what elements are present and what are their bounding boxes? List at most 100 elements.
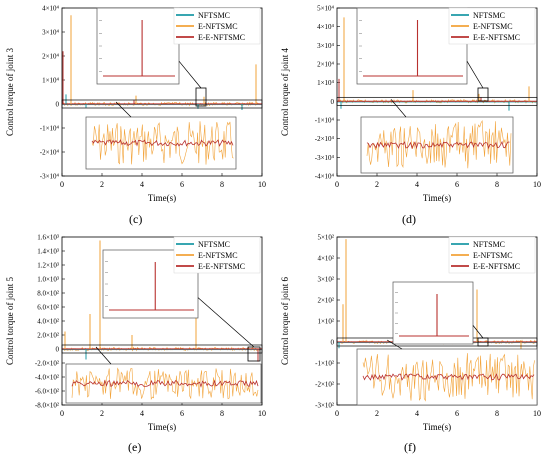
inset-top <box>392 281 474 345</box>
legend: NFTSMC E-NFTSMC E-E-NFTSMC <box>448 236 536 274</box>
y-tick-label: 3×10⁴ <box>317 42 334 50</box>
x-tick-label: 8 <box>495 409 499 418</box>
y-tick-label: 4×10⁴ <box>42 5 59 13</box>
chart-e: 1.6×10³ 1.4×10³ 1.2×10³ 1.0×10³ 8.0×10² 6.0×1… <box>5 234 266 433</box>
inset-top-arrow <box>197 297 255 348</box>
y-tick-label: -3×10⁴ <box>40 173 60 181</box>
y-tick-label: -8.0×10² <box>35 402 59 410</box>
x-tick-label: 0 <box>60 180 64 189</box>
legend-label: NFTSMC <box>473 240 505 249</box>
y-tick-label: -4×10⁴ <box>315 173 335 181</box>
x-tick-label: 6 <box>455 180 459 189</box>
x-tick-label: 8 <box>495 180 499 189</box>
legend-label: NFTSMC <box>198 240 230 249</box>
y-tick-label: 1.4×10³ <box>37 248 59 256</box>
panel-c: 4×10⁴ 3×10⁴ 2×10⁴ 1×10⁴ 0 -1×10⁴ -2×10⁴ -3×10⁴ 0… <box>0 0 275 229</box>
y-tick-label: -2×10⁴ <box>315 135 335 143</box>
x-tick-label: 0 <box>335 409 339 418</box>
y-tick-label: -1×10² <box>315 360 334 368</box>
inset-bottom-arrow <box>95 346 112 365</box>
inset-top-arrow <box>466 61 484 89</box>
inset-top <box>96 7 180 85</box>
caption-d: (d) <box>402 212 416 226</box>
chart-c: 4×10⁴3×10⁴2×10⁴1×10⁴0-1×10⁴-2×10⁴-3×10⁴0… <box>5 5 266 204</box>
inset-bottom-e-nftsmc <box>362 353 535 402</box>
inset-top <box>356 7 468 85</box>
legend-label: E-NFTSMC <box>473 251 513 260</box>
y-tick-label: 5×10² <box>317 234 334 242</box>
x-tick-label: 2 <box>100 180 104 189</box>
inset-bottom-e-e-nftsmc <box>91 139 234 147</box>
x-tick-label: 6 <box>455 409 459 418</box>
panel-d: 5×10⁴ 4×10⁴ 3×10⁴ 2×10⁴ 1×10⁴ 0 -1×10⁴ -2×10⁴ -3… <box>275 0 550 229</box>
y-tick-label: -1×10⁴ <box>40 125 60 133</box>
inset-bottom-e-e-nftsmc <box>71 379 259 388</box>
y-tick-label: 4×10⁴ <box>317 23 334 31</box>
legend-label: E-E-NFTSMC <box>473 262 520 271</box>
x-tick-label: 8 <box>220 180 224 189</box>
x-tick-label: 4 <box>140 409 144 418</box>
x-tick-label: 2 <box>100 409 104 418</box>
y-axis-label: Control torque of joint 5 <box>5 277 15 365</box>
y-axis-label: Control torque of joint 4 <box>280 48 290 136</box>
y-tick-label: 0 <box>56 346 60 354</box>
inset-bottom-e-nftsmc <box>91 121 234 165</box>
y-tick-label: 2×10⁴ <box>42 53 59 61</box>
legend-label: E-E-NFTSMC <box>198 262 245 271</box>
caption-c: (c) <box>129 212 143 226</box>
x-tick-label: 10 <box>258 180 266 189</box>
panel-e: 1.6×10³ 1.4×10³ 1.2×10³ 1.0×10³ 8.0×10² 6.0×1… <box>0 229 275 458</box>
x-axis-label: Time(s) <box>423 422 451 432</box>
y-tick-label: 1.0×10³ <box>37 276 59 284</box>
panel-f: 5×10² 4×10² 3×10² 2×10² 1×10² 0 -1×10² -2×10² -3… <box>275 229 550 458</box>
y-tick-label: 1×10² <box>317 318 334 326</box>
y-tick-label: 6.0×10² <box>37 304 59 312</box>
x-tick-label: 0 <box>335 180 339 189</box>
y-tick-label: 3×10⁴ <box>42 29 59 37</box>
x-axis-label: Time(s) <box>148 193 176 203</box>
legend-label: NFTSMC <box>198 11 230 20</box>
y-tick-label: 5×10⁴ <box>317 5 334 13</box>
legend: NFTSMC E-NFTSMC E-E-NFTSMC <box>448 7 536 45</box>
x-tick-label: 10 <box>258 409 266 418</box>
y-tick-label: 1.2×10³ <box>37 262 59 270</box>
caption-f: (f) <box>404 440 416 454</box>
x-axis-label: Time(s) <box>423 193 451 203</box>
inset-bottom-e-nftsmc <box>366 120 512 169</box>
inset-top-arrow <box>178 60 202 89</box>
x-tick-label: 4 <box>415 180 419 189</box>
y-tick-label: 4×10² <box>317 255 334 263</box>
y-tick-label: 0 <box>331 339 335 347</box>
x-tick-label: 2 <box>375 409 379 418</box>
legend-label: E-E-NFTSMC <box>198 33 245 42</box>
y-axis-label: Control torque of joint 6 <box>280 277 290 365</box>
inset-bottom-arrow <box>115 101 132 118</box>
zero-band-box <box>61 99 263 109</box>
legend: NFTSMC E-NFTSMC E-E-NFTSMC <box>173 236 261 274</box>
inset-bottom-arrow <box>390 99 407 118</box>
inset-bottom-e-e-nftsmc <box>366 140 510 150</box>
legend-label: E-NFTSMC <box>198 251 238 260</box>
legend-label: NFTSMC <box>473 11 505 20</box>
y-tick-label: -3×10⁴ <box>315 154 335 162</box>
x-tick-label: 2 <box>375 180 379 189</box>
x-tick-label: 10 <box>533 409 541 418</box>
y-tick-label: 0 <box>56 101 60 109</box>
y-tick-label: 4.0×10² <box>37 318 59 326</box>
y-tick-label: -2×10² <box>315 381 334 389</box>
chart-f: 5×10² 4×10² 3×10² 2×10² 1×10² 0 -1×10² -2×10² -3… <box>280 234 541 433</box>
x-tick-label: 8 <box>220 409 224 418</box>
x-tick-label: 4 <box>140 180 144 189</box>
x-tick-label: 0 <box>60 409 64 418</box>
x-tick-label: 10 <box>533 180 541 189</box>
y-tick-label: -6.0×10² <box>35 388 59 396</box>
y-tick-label: -3×10² <box>315 402 334 410</box>
y-tick-label: 3×10² <box>317 276 334 284</box>
caption-e: (e) <box>128 440 142 454</box>
y-tick-label: 2×10⁴ <box>317 61 334 69</box>
x-axis-label: Time(s) <box>148 422 176 432</box>
y-tick-label: 8.0×10² <box>37 290 59 298</box>
zero-band-box <box>336 96 538 106</box>
x-tick-label: 6 <box>180 180 184 189</box>
inset-bottom-arrow <box>386 339 403 350</box>
